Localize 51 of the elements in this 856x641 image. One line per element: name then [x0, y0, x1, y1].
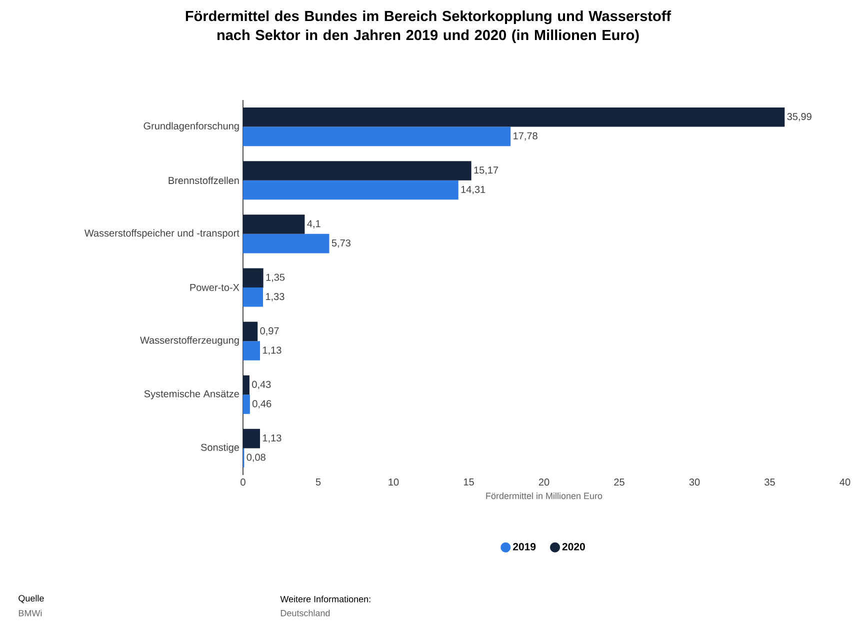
text: Deutschland: [280, 610, 330, 616]
y-tick-label: Wasserstoffspeicher und -transport: [84, 229, 240, 239]
bar: [243, 234, 330, 254]
x-tick-label: 35: [764, 478, 775, 486]
data-label: 1,13: [262, 346, 282, 355]
chart-title: Fördermittel des Bundes im Bereich Sektorkopplung und Wasserstoff nach Sektor in den Jahren 2019 und 2020 (in Millionen Euro): [186, 10, 672, 44]
y-tick-label: Sonstige: [201, 444, 240, 453]
x-tick-label: 20: [538, 478, 550, 486]
y-tick-label: Grundlagenforschung: [144, 122, 239, 132]
y-tick-label: Systemische Ansätze: [144, 390, 240, 400]
data-label: 15,17: [474, 166, 498, 175]
data-label: 4,1: [307, 220, 320, 228]
text: Quelle: [18, 594, 44, 604]
legend-label: 2019: [513, 542, 536, 550]
x-axis-title: Fördermittel in Millionen Euro: [486, 492, 602, 500]
x-tick-label: 0: [240, 478, 246, 486]
x-tick-label: 25: [614, 478, 624, 486]
data-label: 1,13: [262, 434, 282, 443]
text: Weitere Informationen:: [280, 596, 370, 602]
data-label: 1,35: [266, 274, 285, 282]
x-tick-label: 40: [840, 478, 850, 486]
bar: [243, 161, 472, 180]
y-tick-label: Brennstoffzellen: [168, 176, 239, 184]
data-label: 14,31: [461, 186, 486, 194]
bar: [243, 108, 785, 127]
bar: [243, 375, 250, 395]
legend-label: 2020: [562, 542, 585, 550]
y-tick-label: Wasserstofferzeugung: [140, 336, 239, 346]
bar: [243, 180, 458, 200]
bar: [243, 394, 250, 414]
data-label: 35,99: [787, 113, 812, 122]
bar: [243, 126, 511, 146]
text: BMWi: [18, 610, 42, 616]
x-tick-label: 30: [689, 478, 700, 486]
data-label: 0,46: [252, 400, 272, 408]
data-label: 1,33: [266, 293, 284, 302]
bar: [243, 322, 258, 342]
bar: [243, 268, 264, 288]
x-tick-label: 5: [316, 478, 321, 486]
bar: [243, 341, 260, 360]
data-label: 0,97: [260, 327, 279, 336]
x-tick-label: 15: [464, 478, 474, 486]
bar: [243, 288, 264, 307]
y-tick-label: Power-to-X: [190, 284, 240, 291]
x-tick-label: 10: [388, 478, 399, 486]
data-label: 0,43: [252, 380, 271, 390]
data-label: 0,08: [246, 454, 266, 462]
data-label: 5,73: [332, 239, 350, 248]
data-label: 17,78: [514, 132, 538, 141]
bar: [243, 428, 260, 448]
bar: [243, 214, 305, 234]
